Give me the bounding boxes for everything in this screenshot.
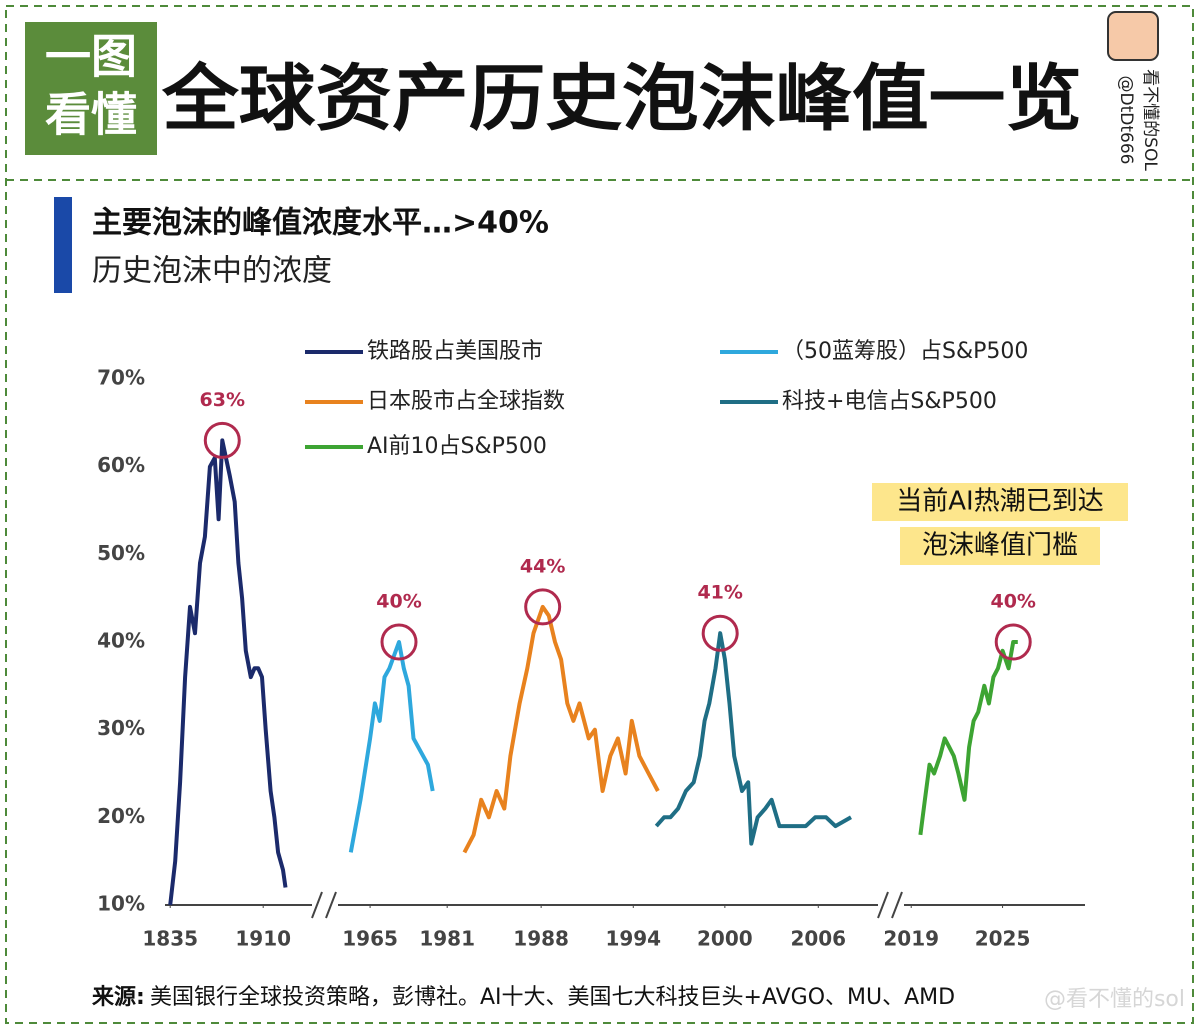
legend-label: 日本股市占全球指数 <box>367 389 565 414</box>
annotation: 泡沫峰值门槛 <box>922 531 1078 561</box>
y-tick-label: 50% <box>97 541 145 565</box>
page-title: 全球资产历史泡沫峰值一览 <box>161 57 1082 141</box>
series-line <box>168 438 288 906</box>
handle: @DtDt666 <box>1116 76 1136 165</box>
title-bar <box>54 197 72 293</box>
series-line <box>348 640 435 853</box>
peak-label: 44% <box>520 555 565 577</box>
y-tick-label: 10% <box>97 892 145 916</box>
source-label: 来源: <box>91 985 145 1010</box>
axis-break <box>311 891 337 919</box>
series-line <box>462 604 660 854</box>
peak-label: 41% <box>697 582 742 604</box>
chart-title: 主要泡沫的峰值浓度水平…>40% <box>92 206 549 241</box>
author: 看不懂的SOL <box>1140 69 1160 171</box>
watermark: @看不懂的sol <box>1044 987 1185 1012</box>
x-tick-label: 1988 <box>513 927 569 951</box>
peak-circle <box>380 623 418 661</box>
x-tick-label: 1910 <box>235 927 291 951</box>
avatar <box>1107 11 1159 61</box>
x-tick-label: 2000 <box>697 927 753 951</box>
peak-label: 40% <box>376 591 421 613</box>
axis-break <box>877 891 903 919</box>
y-tick-label: 20% <box>97 804 145 828</box>
y-tick-label: 60% <box>97 453 145 477</box>
legend-label: 科技+电信占S&P500 <box>782 389 997 414</box>
legend-label: 铁路股占美国股市 <box>367 339 543 364</box>
y-tick-label: 70% <box>97 366 145 390</box>
logo-line: 一图 <box>45 30 137 84</box>
peak-circle <box>701 614 739 652</box>
chart-subtitle: 历史泡沫中的浓度 <box>92 254 332 289</box>
peak-label: 63% <box>200 389 245 411</box>
y-tick-label: 40% <box>97 629 145 653</box>
source: 美国银行全球投资策略，彭博社。AI十大、美国七大科技巨头+AVGO、MU、AMD <box>150 985 955 1010</box>
series-line <box>918 640 1018 836</box>
legend-label: AI前10占S&P500 <box>367 434 547 459</box>
annotation-bg <box>872 483 1128 521</box>
x-tick-label: 1835 <box>142 927 198 951</box>
logo-box <box>25 22 157 155</box>
x-tick-label: 2006 <box>790 927 846 951</box>
x-tick-label: 2025 <box>975 927 1031 951</box>
x-tick-label: 1965 <box>342 927 398 951</box>
x-tick-label: 1981 <box>419 927 475 951</box>
annotation-bg <box>900 527 1100 565</box>
annotation: 当前AI热潮已到达 <box>896 487 1103 517</box>
peak-circle <box>524 588 562 626</box>
x-tick-label: 2019 <box>883 927 939 951</box>
page-border <box>5 5 1194 1024</box>
logo-line: 看懂 <box>45 88 137 142</box>
peak-label: 40% <box>990 591 1035 613</box>
legend-label: （50蓝筹股）占S&P500 <box>782 339 1028 364</box>
x-tick-label: 1994 <box>605 927 661 951</box>
peak-circle <box>203 421 241 459</box>
peak-circle <box>994 623 1032 661</box>
y-tick-label: 30% <box>97 716 145 740</box>
series-line <box>654 631 852 846</box>
